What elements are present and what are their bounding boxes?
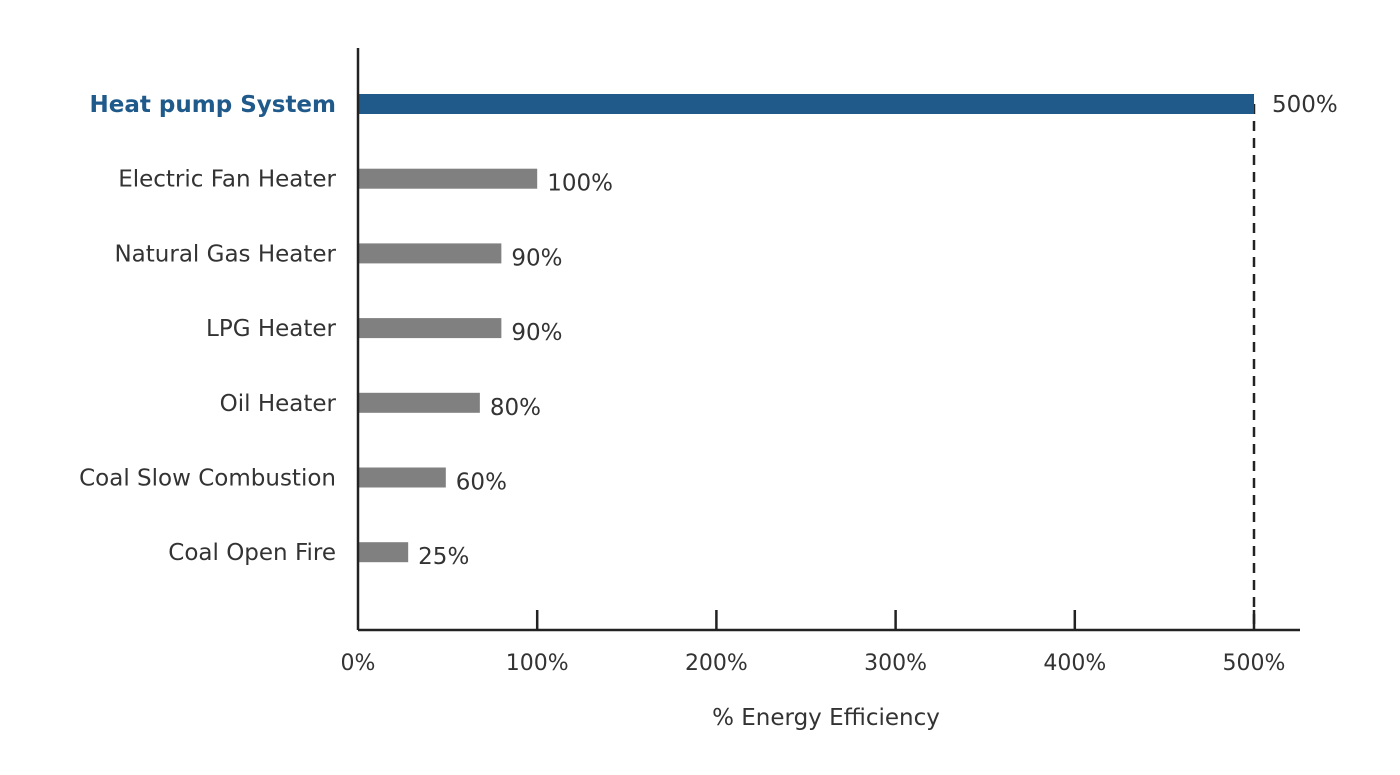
value-label: 90% — [511, 320, 562, 346]
axes-layer — [356, 48, 1300, 632]
x-tick-label: 400% — [1043, 651, 1106, 676]
x-axis-title: % Energy Efficiency — [712, 705, 940, 731]
x-ticks-layer: 0% 100% 200% 300% 400% 500% — [341, 610, 1286, 676]
bar-coal-slow-combustion — [358, 467, 446, 488]
value-label: 60% — [456, 470, 507, 496]
value-label: 90% — [511, 245, 562, 271]
value-label: 80% — [490, 395, 541, 421]
category-labels-layer: Heat pump System Electric Fan Heater Natur… — [79, 92, 336, 566]
x-tick-label: 300% — [864, 651, 927, 676]
bars-layer — [358, 94, 1254, 563]
category-label: Heat pump System — [90, 92, 336, 118]
value-label: 100% — [547, 171, 613, 197]
category-label: Coal Open Fire — [168, 540, 336, 566]
x-tick-label: 200% — [685, 651, 748, 676]
x-tick-label: 500% — [1223, 651, 1286, 676]
category-label: Coal Slow Combustion — [79, 466, 336, 492]
category-label: Electric Fan Heater — [118, 167, 336, 193]
x-tick-label: 100% — [506, 651, 569, 676]
bar-heat-pump-system — [358, 94, 1254, 114]
category-label: Oil Heater — [220, 391, 337, 417]
value-label: 500% — [1272, 92, 1338, 118]
bar-lpg-heater — [358, 318, 502, 339]
category-label: Natural Gas Heater — [114, 241, 336, 267]
value-labels-layer: 500% 100% 90% 90% 80% 60% 25% — [418, 92, 1338, 570]
bar-oil-heater — [358, 392, 480, 413]
category-label: LPG Heater — [206, 316, 337, 342]
x-tick-label: 0% — [341, 651, 376, 676]
value-label: 25% — [418, 544, 469, 570]
bar-electric-fan-heater — [358, 168, 538, 189]
bar-natural-gas-heater — [358, 243, 502, 264]
bar-coal-open-fire — [358, 542, 409, 563]
